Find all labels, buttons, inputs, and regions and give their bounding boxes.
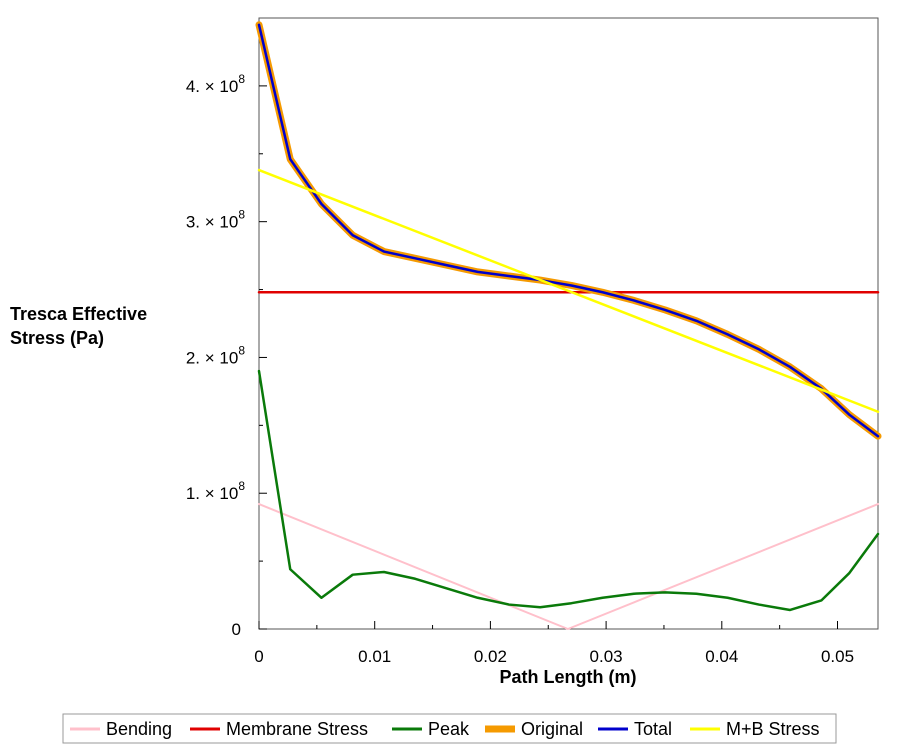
y-tick-exponent: 8 bbox=[238, 343, 245, 357]
y-tick-mantissa: 1. × 10 bbox=[186, 484, 238, 503]
series-line-bending bbox=[258, 503, 879, 630]
series-line-peak bbox=[257, 369, 880, 612]
series-lines bbox=[255, 21, 882, 630]
y-tick-mantissa: 3. × 10 bbox=[186, 213, 238, 232]
y-tick-exponent: 8 bbox=[238, 72, 245, 86]
series-line-total bbox=[257, 23, 880, 438]
legend-label-m-b-stress: M+B Stress bbox=[726, 719, 820, 739]
y-tick-label: 2. × 108 bbox=[186, 343, 245, 367]
legend-label-peak: Peak bbox=[428, 719, 470, 739]
x-tick-label: 0.05 bbox=[821, 647, 854, 666]
y-tick-mantissa: 2. × 10 bbox=[186, 348, 238, 367]
y-tick-label: 0 bbox=[232, 620, 241, 639]
x-tick-label: 0.01 bbox=[358, 647, 391, 666]
legend-label-total: Total bbox=[634, 719, 672, 739]
x-tick-label: 0.02 bbox=[474, 647, 507, 666]
y-axis-title-line-1: Tresca Effective bbox=[10, 304, 147, 324]
y-tick-exponent: 8 bbox=[238, 479, 245, 493]
y-tick-label: 3. × 108 bbox=[186, 208, 245, 232]
y-tick-label: 4. × 108 bbox=[186, 72, 245, 96]
series-line-m-b-stress bbox=[257, 168, 880, 414]
y-axis-title-line-2: Stress (Pa) bbox=[10, 328, 104, 348]
x-tick-label: 0 bbox=[254, 647, 263, 666]
x-axis: 0 0.01 0.02 0.03 0.04 0.05 bbox=[254, 621, 854, 666]
y-tick-exponent: 8 bbox=[238, 208, 245, 222]
x-tick-label: 0.04 bbox=[705, 647, 738, 666]
legend-label-bending: Bending bbox=[106, 719, 172, 739]
legend-label-original: Original bbox=[521, 719, 583, 739]
plot-frame bbox=[258, 17, 879, 630]
x-tick-label: 0.03 bbox=[590, 647, 623, 666]
x-axis-title: Path Length (m) bbox=[500, 667, 637, 687]
legend-label-membrane-stress: Membrane Stress bbox=[226, 719, 368, 739]
y-tick-mantissa: 4. × 10 bbox=[186, 77, 238, 96]
legend: Bending Membrane Stress Peak Original Total M… bbox=[62, 713, 837, 744]
y-tick-label: 1. × 108 bbox=[186, 479, 245, 503]
